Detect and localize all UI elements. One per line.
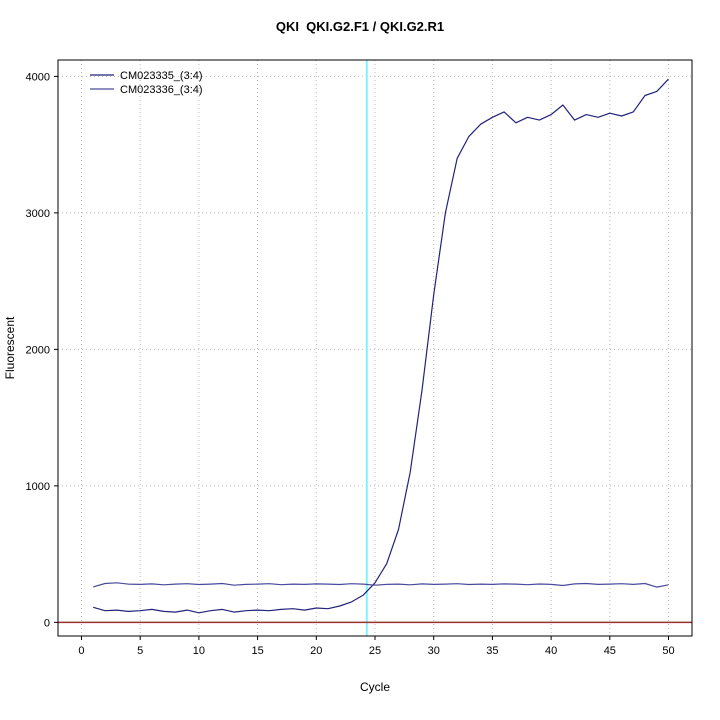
x-tick-label: 35 (486, 645, 498, 657)
x-tick-label: 40 (545, 645, 557, 657)
legend-entry-label: CM023335_(3:4) (120, 70, 203, 82)
x-tick-label: 25 (369, 645, 381, 657)
y-tick-label: 1000 (26, 481, 50, 493)
series-line (93, 78, 669, 614)
x-tick-label: 45 (604, 645, 616, 657)
y-tick-label: 3000 (26, 208, 50, 220)
y-tick-label: 4000 (26, 71, 50, 83)
chart-title: QKI QKI.G2.F1 / QKI.G2.R1 (276, 19, 444, 34)
grid-lines (58, 60, 692, 636)
axes: 0 5 10 15 20 25 30 35 40 45 50 0 1000 2000 3000 4000 (26, 59, 693, 657)
y-tick-label: 2000 (26, 344, 50, 356)
y-tick-label: 0 (44, 617, 50, 629)
x-tick-label: 5 (137, 645, 143, 657)
x-tick-label: 20 (310, 645, 322, 657)
plot-border (57, 59, 693, 637)
x-tick-label: 50 (662, 645, 674, 657)
x-tick-label: 30 (428, 645, 440, 657)
x-tick-label: 0 (78, 645, 84, 657)
x-axis-label: Cycle (360, 680, 390, 694)
series-lines (93, 78, 669, 614)
x-tick-label: 15 (251, 645, 263, 657)
legend-entry-label: CM023336_(3:4) (120, 84, 203, 96)
y-axis-label: Fluorescent (3, 316, 17, 379)
x-tick-label: 10 (193, 645, 205, 657)
reference-lines (58, 60, 692, 636)
series-line (93, 582, 669, 588)
legend: CM023335_(3:4) CM023336_(3:4) (90, 70, 203, 96)
